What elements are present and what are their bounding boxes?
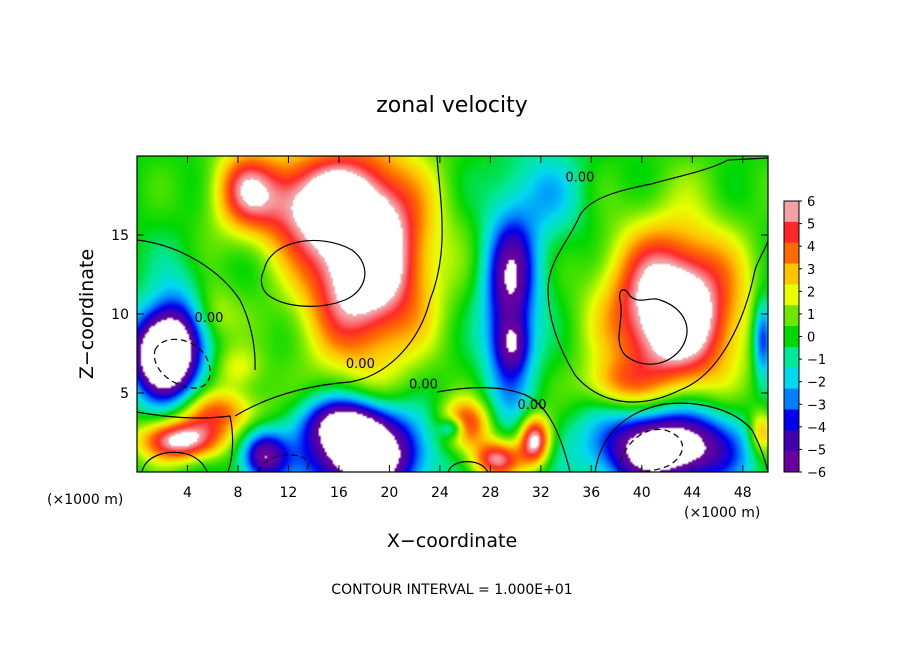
- colorbar-swatch: [784, 367, 799, 390]
- x-tick-label: 36: [582, 485, 600, 501]
- zero-contour-bottom-right: [594, 402, 768, 472]
- zero-contour-left-lower: [137, 411, 234, 472]
- x-tick-label: 40: [633, 485, 651, 501]
- contour-bottom-right-dashed: [617, 428, 684, 472]
- x-unit-right: (×1000 m): [684, 505, 760, 521]
- colorbar-label: 2: [807, 285, 815, 300]
- chart-title: zonal velocity: [376, 93, 528, 118]
- contour-bottom-mid: [447, 461, 489, 472]
- colorbar-label: 3: [807, 263, 815, 278]
- colorbar-swatch: [784, 242, 799, 265]
- contour-left-dashed: [153, 338, 211, 389]
- x-tick-label: 48: [734, 485, 752, 501]
- contour-label: 0.00: [409, 378, 438, 393]
- x-tick-label: 20: [380, 485, 398, 501]
- x-axis-label: X−coordinate: [387, 530, 517, 552]
- zero-contour-mid: [234, 156, 443, 417]
- colorbar-label: 6: [807, 195, 815, 210]
- colorbar-swatch: [784, 305, 799, 327]
- x-tick-label: 24: [431, 485, 449, 501]
- contour-label: 0.00: [565, 171, 594, 186]
- x-tick-label: 8: [233, 485, 242, 501]
- contour-bottom-left: [141, 451, 209, 472]
- plot-area: [137, 156, 768, 472]
- y-axis-ticks: 5 10 15: [111, 228, 768, 402]
- colorbar-swatch: [784, 430, 799, 452]
- colorbar-label: −3: [807, 398, 826, 413]
- colorbar-swatch: [784, 201, 799, 223]
- x-tick-label: 12: [280, 485, 298, 501]
- x-unit-left: (×1000 m): [47, 492, 123, 508]
- x-tick-label: 28: [481, 485, 499, 501]
- y-tick-label: 10: [111, 307, 129, 323]
- contour-label: 0.00: [346, 357, 375, 372]
- contour-label: 0.00: [194, 311, 223, 326]
- contour-lines: [137, 156, 768, 472]
- colorbar-label: −6: [807, 466, 826, 481]
- y-tick-label: 15: [111, 228, 129, 244]
- colorbar-swatch: [784, 221, 799, 244]
- contour-center-loop: [260, 239, 366, 307]
- colorbar-swatch: [784, 346, 799, 369]
- colorbar-swatch: [784, 284, 799, 306]
- x-tick-label: 4: [183, 485, 192, 501]
- zero-contour-top-right: [547, 183, 768, 403]
- colorbar-swatch: [784, 263, 799, 285]
- contour-interval-note: CONTOUR INTERVAL = 1.000E+01: [331, 582, 572, 598]
- colorbar-swatch: [784, 326, 799, 348]
- velocity-field: [137, 156, 768, 472]
- colorbar-swatch: [784, 409, 799, 431]
- colorbar-label: −2: [807, 376, 826, 391]
- zero-contour-center: [436, 387, 571, 472]
- contour-bottom-dashed: [257, 454, 309, 472]
- colorbar: 6 5 4 3 2 1 0 −1 −2 −3 −4 −5 −6: [783, 195, 826, 481]
- colorbar-swatch: [784, 388, 799, 410]
- colorbar-label: −1: [807, 353, 826, 368]
- y-tick-label: 5: [120, 386, 129, 402]
- contour-labels: 0.00 0.00 0.00 0.00 0.00: [194, 171, 594, 414]
- x-tick-label: 32: [532, 485, 550, 501]
- x-axis-ticks: 4 8 12 16 20 24 28 32 36 40 44 48: [183, 156, 752, 501]
- colorbar-label: 1: [807, 308, 815, 323]
- x-tick-label: 44: [683, 485, 701, 501]
- x-tick-label: 16: [330, 485, 348, 501]
- colorbar-label: 4: [807, 240, 815, 255]
- colorbar-label: 5: [807, 218, 815, 233]
- colorbar-label: −5: [807, 443, 826, 458]
- contour-label: 0.00: [518, 398, 547, 413]
- colorbar-label: −4: [807, 421, 826, 436]
- zero-contour-top: [650, 157, 768, 185]
- colorbar-swatch: [784, 451, 799, 473]
- y-axis-label: Z−coordinate: [76, 249, 98, 379]
- zero-contour-left-upper: [137, 239, 256, 371]
- colorbar-label: 0: [807, 331, 815, 346]
- contour-right-loop: [618, 289, 688, 365]
